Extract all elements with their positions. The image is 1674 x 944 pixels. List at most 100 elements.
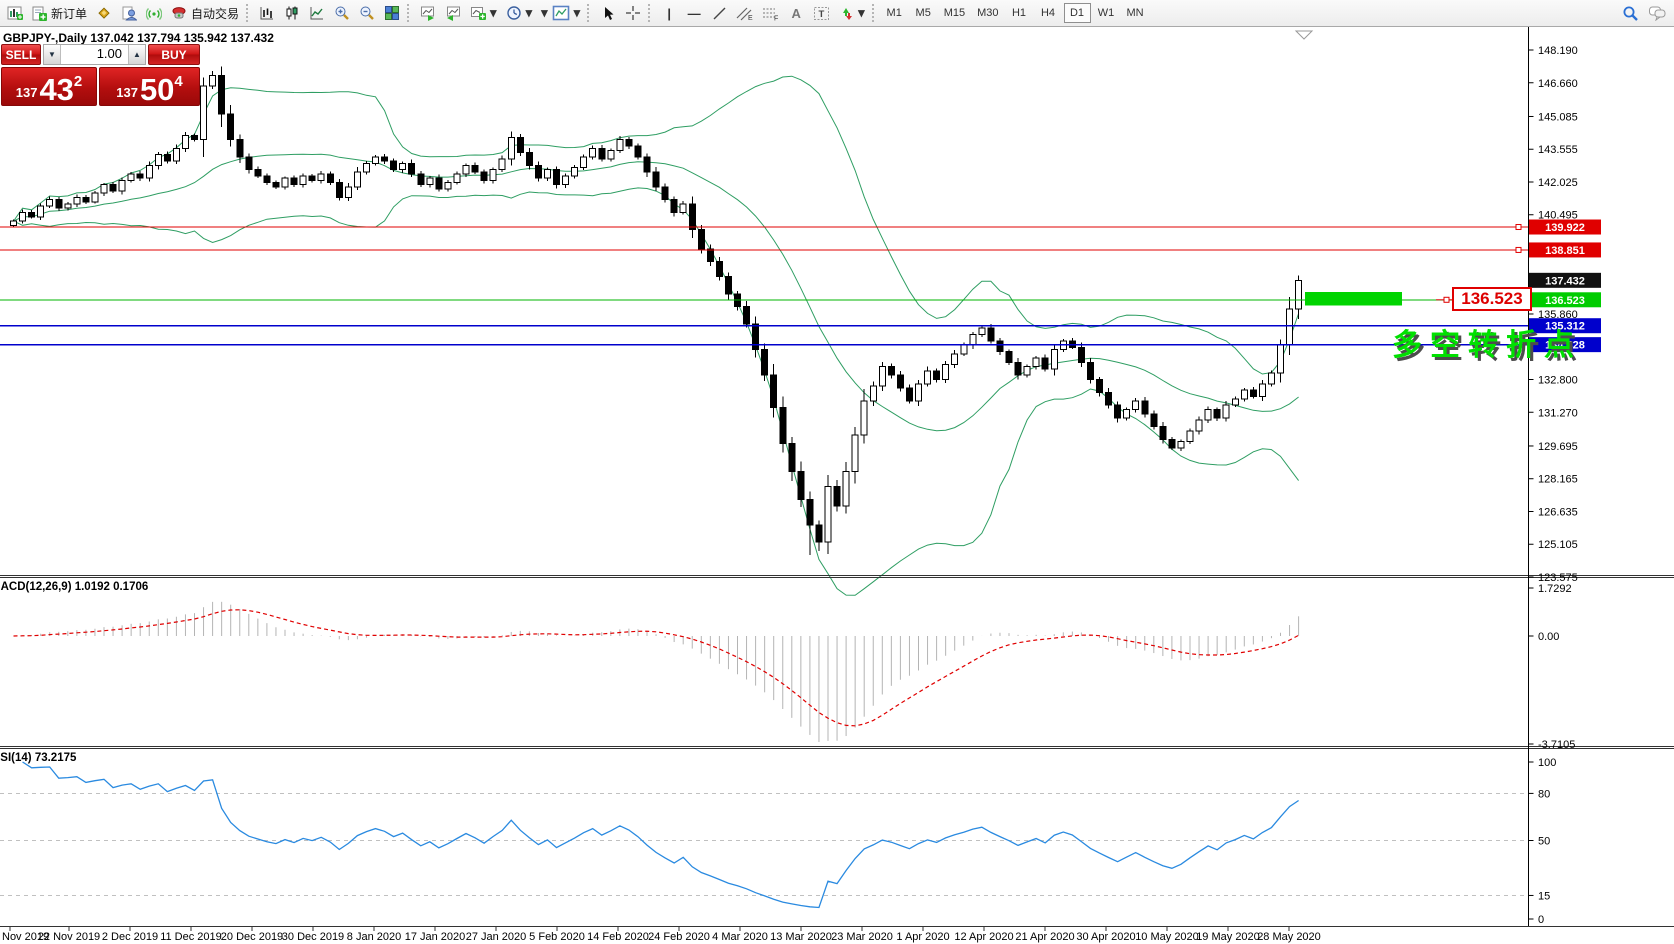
svg-text:139.922: 139.922 bbox=[1545, 222, 1585, 234]
zoom-out-icon bbox=[360, 6, 374, 20]
new-order-icon bbox=[32, 6, 47, 21]
buy-button[interactable]: BUY bbox=[148, 44, 200, 65]
buy-price-button[interactable]: 137 50 4 bbox=[99, 67, 200, 106]
timeframe-button-H1[interactable]: H1 bbox=[1011, 7, 1027, 19]
svg-text:1 Apr 2020: 1 Apr 2020 bbox=[896, 931, 949, 943]
svg-text:11 Dec 2019: 11 Dec 2019 bbox=[160, 931, 222, 943]
chart-canvas[interactable]: 148.190 146.660 145.085 143.555 142.025 140.4… bbox=[0, 27, 1674, 944]
buy-price-pips: 50 bbox=[139, 71, 175, 107]
toolbar-grip[interactable] bbox=[648, 4, 653, 22]
tile-windows-button[interactable] bbox=[380, 2, 404, 24]
turning-point-annotation[interactable]: 多空转折点 bbox=[1392, 329, 1582, 362]
chat-button[interactable] bbox=[1644, 2, 1671, 24]
horizontal-line-tool[interactable]: — bbox=[682, 2, 706, 24]
cursor-tool-button[interactable] bbox=[596, 2, 620, 24]
timeframe-button-D1[interactable]: D1 bbox=[1063, 3, 1091, 23]
svg-text:28 May 2020: 28 May 2020 bbox=[1257, 931, 1321, 943]
highlight-rectangle[interactable] bbox=[1305, 292, 1402, 306]
svg-text:126.635: 126.635 bbox=[1538, 506, 1578, 518]
svg-text:129.695: 129.695 bbox=[1538, 441, 1578, 453]
svg-text:148.190: 148.190 bbox=[1538, 45, 1578, 57]
zoom-in-button[interactable] bbox=[330, 2, 354, 24]
signal-icon bbox=[146, 8, 163, 20]
svg-text:15: 15 bbox=[1538, 890, 1550, 902]
signals-button[interactable] bbox=[142, 2, 166, 24]
sell-price-big-figure: 137 bbox=[15, 85, 38, 100]
period-button[interactable]: ▾ bbox=[502, 2, 537, 24]
bar-chart-type-button[interactable] bbox=[255, 2, 279, 24]
svg-text:17 Jan 2020: 17 Jan 2020 bbox=[405, 931, 466, 943]
accounts-button[interactable] bbox=[117, 2, 141, 24]
volume-stepper: ▼ 1.00 ▲ bbox=[43, 44, 146, 65]
trendline-icon bbox=[713, 7, 726, 19]
svg-text:2 Dec 2019: 2 Dec 2019 bbox=[102, 931, 158, 943]
svg-text:50: 50 bbox=[1538, 836, 1550, 848]
rsi-label: RSI(14) 73.2175 bbox=[0, 752, 77, 764]
svg-text:30 Dec 2019: 30 Dec 2019 bbox=[282, 931, 344, 943]
step-forward-button[interactable] bbox=[416, 2, 440, 24]
auto-trading-button[interactable]: 自动交易 bbox=[167, 2, 243, 24]
rsi-line bbox=[22, 761, 1299, 909]
svg-text:-3.7105: -3.7105 bbox=[1538, 739, 1575, 751]
trendline-tool[interactable] bbox=[707, 2, 731, 24]
market-watch-button[interactable] bbox=[92, 2, 116, 24]
sell-price-pips: 43 bbox=[39, 71, 74, 107]
sell-button[interactable]: SELL bbox=[1, 44, 41, 65]
svg-text:125.105: 125.105 bbox=[1538, 539, 1578, 551]
horizontal-line-icon: — bbox=[687, 5, 701, 21]
bar-chart-icon bbox=[260, 7, 274, 20]
line-chart-type-button[interactable] bbox=[305, 2, 329, 24]
profile-icon bbox=[122, 6, 138, 21]
cursor-icon bbox=[604, 6, 614, 20]
new-chart-button[interactable]: ▾ bbox=[466, 2, 501, 24]
timeframe-button-M1[interactable]: M1 bbox=[886, 7, 902, 19]
crosshair-tool-button[interactable] bbox=[621, 2, 645, 24]
candlestick-icon bbox=[286, 6, 298, 20]
timeframe-button-MN[interactable]: MN bbox=[1126, 7, 1144, 19]
channel-tool[interactable]: E bbox=[732, 2, 757, 24]
toolbar-grip[interactable] bbox=[246, 4, 251, 22]
svg-text:136.523: 136.523 bbox=[1545, 295, 1585, 307]
fibonacci-icon: F bbox=[763, 8, 778, 21]
timeframe-button-W1[interactable]: W1 bbox=[1097, 7, 1115, 19]
zoom-in-icon bbox=[335, 6, 349, 20]
timeframe-button-M15[interactable]: M15 bbox=[943, 7, 966, 19]
clock-icon bbox=[506, 6, 521, 20]
new-order-button[interactable]: 新订单 bbox=[28, 2, 91, 24]
toolbar-grip[interactable] bbox=[587, 4, 592, 22]
timeframe-button-M5[interactable]: M5 bbox=[915, 7, 931, 19]
fibonacci-tool[interactable]: F bbox=[758, 2, 783, 24]
auto-trading-icon bbox=[172, 7, 186, 19]
svg-text:E: E bbox=[748, 15, 753, 21]
step-back-button[interactable] bbox=[441, 2, 465, 24]
one-click-trading-panel: SELL ▼ 1.00 ▲ BUY 137 43 2 137 50 4 bbox=[1, 44, 200, 106]
svg-text:132.800: 132.800 bbox=[1538, 374, 1578, 386]
sell-price-button[interactable]: 137 43 2 bbox=[1, 67, 97, 106]
toolbar-grip[interactable] bbox=[407, 4, 412, 22]
vertical-line-icon: | bbox=[667, 5, 671, 21]
buy-price-big-figure: 137 bbox=[116, 85, 138, 100]
chevron-down-icon: ▾ bbox=[858, 5, 865, 20]
text-tool[interactable]: A bbox=[784, 2, 808, 24]
chevron-down-icon: ▾ bbox=[490, 5, 497, 20]
vertical-line-tool[interactable]: | bbox=[657, 2, 681, 24]
price-annotation-box[interactable]: 136.523 bbox=[1452, 287, 1532, 311]
text-label-tool[interactable]: T bbox=[809, 2, 834, 24]
zoom-out-button[interactable] bbox=[355, 2, 379, 24]
svg-text:22 Nov 2019: 22 Nov 2019 bbox=[38, 931, 100, 943]
search-button[interactable] bbox=[1618, 2, 1643, 24]
timeframe-button-M30[interactable]: M30 bbox=[977, 7, 999, 19]
chart-profiles-button[interactable]: ▾ ▾ bbox=[537, 2, 584, 24]
timeframe-button-H4[interactable]: H4 bbox=[1040, 7, 1056, 19]
volume-input[interactable]: 1.00 bbox=[96, 46, 122, 61]
svg-text:0.00: 0.00 bbox=[1538, 631, 1559, 643]
svg-text:145.085: 145.085 bbox=[1538, 111, 1578, 123]
toolbar-grip[interactable] bbox=[871, 4, 877, 22]
chevron-down-icon: ▾ bbox=[573, 5, 581, 20]
volume-decrease-button[interactable]: ▼ bbox=[44, 45, 61, 64]
volume-increase-button[interactable]: ▲ bbox=[128, 45, 145, 64]
arrows-tool[interactable]: ▾ bbox=[835, 2, 869, 24]
svg-text:10 May 2020: 10 May 2020 bbox=[1135, 931, 1199, 943]
candlestick-type-button[interactable] bbox=[280, 2, 304, 24]
